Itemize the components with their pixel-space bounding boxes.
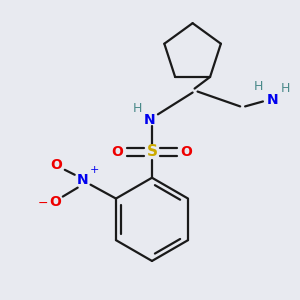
Text: N: N bbox=[144, 113, 156, 127]
Text: O: O bbox=[49, 194, 61, 208]
Text: H: H bbox=[281, 82, 290, 95]
Text: H: H bbox=[253, 80, 263, 93]
Text: −: − bbox=[38, 197, 48, 210]
Text: H: H bbox=[132, 102, 142, 115]
Text: O: O bbox=[50, 158, 62, 172]
Text: S: S bbox=[146, 145, 158, 160]
Text: +: + bbox=[90, 165, 99, 175]
Text: N: N bbox=[77, 173, 88, 187]
Text: O: O bbox=[111, 145, 123, 159]
Text: O: O bbox=[181, 145, 193, 159]
Text: N: N bbox=[267, 94, 279, 107]
